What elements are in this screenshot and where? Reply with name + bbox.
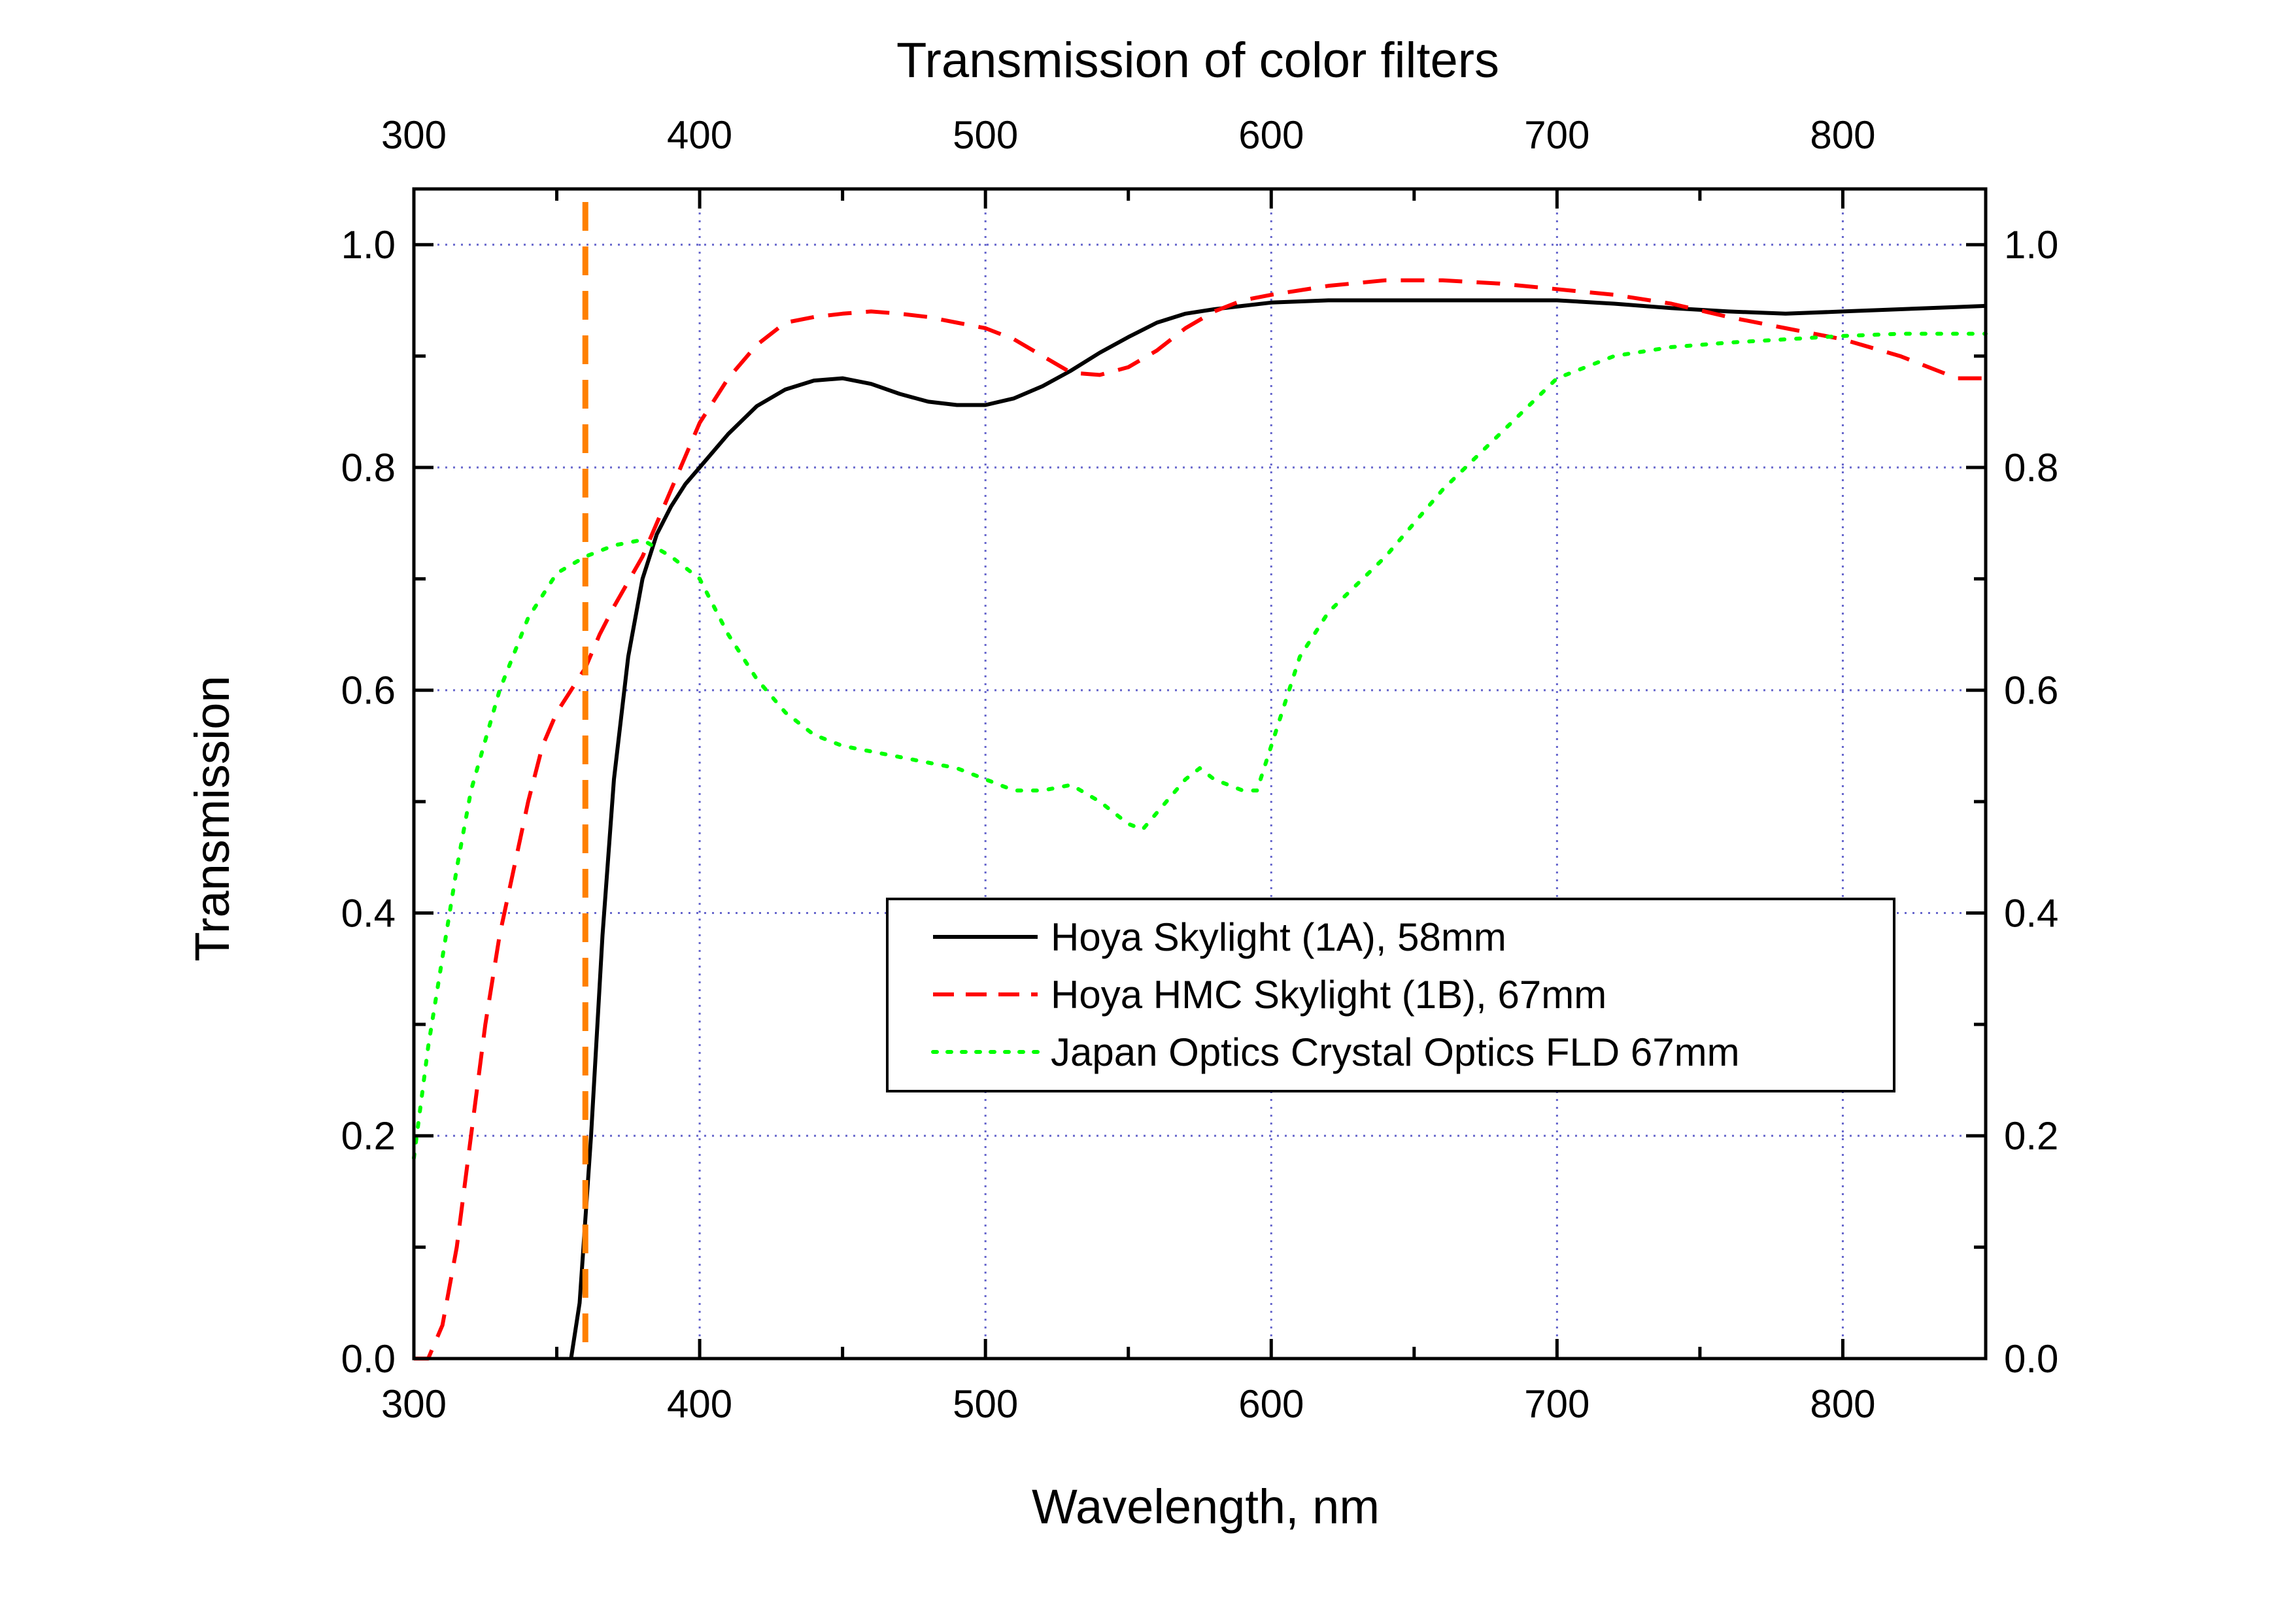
x-tick-label: 300 <box>381 1382 447 1426</box>
grid <box>414 189 1986 1359</box>
y-tick-label: 0.2 <box>341 1114 396 1158</box>
x-top-tick-label: 300 <box>381 113 447 157</box>
axis-ticks: 300 300 400 400 500 500 600 600 700 700 800 800 0.0 0… <box>341 113 2059 1426</box>
x-top-tick-label: 700 <box>1524 113 1589 157</box>
y-right-tick-label: 0.4 <box>2004 891 2058 935</box>
y-tick-label: 0.4 <box>341 891 396 935</box>
series-line-1 <box>569 298 1986 1359</box>
x-axis-title: Wavelength, nm <box>1032 1480 1380 1534</box>
x-tick-label: 600 <box>1238 1382 1304 1426</box>
legend-label-1: Hoya Skylight (1A), 58mm <box>1051 915 1506 959</box>
legend: Hoya Skylight (1A), 58mm Hoya HMC Skyligh… <box>886 898 1895 1092</box>
legend-label-3: Japan Optics Crystal Optics FLD 67mm <box>1051 1030 1740 1074</box>
x-top-tick-label: 800 <box>1810 113 1875 157</box>
series-lines <box>412 278 1988 1361</box>
series-line-3 <box>412 331 1988 1160</box>
y-right-tick-label: 0.6 <box>2004 669 2058 713</box>
x-tick-label: 800 <box>1810 1382 1875 1426</box>
y-right-tick-label: 0.0 <box>2004 1337 2058 1381</box>
y-tick-label: 0.6 <box>341 669 396 713</box>
x-top-tick-label: 600 <box>1238 113 1304 157</box>
plot-frame <box>412 187 1988 1361</box>
x-tick-label: 400 <box>667 1382 732 1426</box>
y-right-tick-label: 0.8 <box>2004 446 2058 490</box>
axes-frame <box>412 187 1988 1361</box>
x-top-tick-label: 400 <box>667 113 732 157</box>
chart-title: Transmission of color filters <box>896 33 1499 88</box>
y-right-tick-label: 0.2 <box>2004 1114 2058 1158</box>
y-tick-label: 0.8 <box>341 446 396 490</box>
y-tick-label: 0.0 <box>341 1337 396 1381</box>
y-tick-label: 1.0 <box>341 223 396 267</box>
x-tick-label: 700 <box>1524 1382 1589 1426</box>
y-axis-title: Transmission <box>185 675 239 961</box>
legend-label-2: Hoya HMC Skylight (1B), 67mm <box>1051 973 1606 1017</box>
x-top-tick-label: 500 <box>953 113 1018 157</box>
y-right-tick-label: 1.0 <box>2004 223 2058 267</box>
x-tick-label: 500 <box>953 1382 1018 1426</box>
legend-box <box>886 898 1895 1092</box>
series-line-2 <box>414 278 1986 1361</box>
